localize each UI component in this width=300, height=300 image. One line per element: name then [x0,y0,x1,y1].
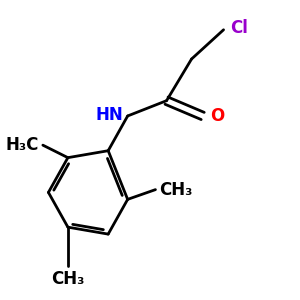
Text: H₃C: H₃C [5,136,39,154]
Text: CH₃: CH₃ [51,270,85,288]
Text: HN: HN [96,106,124,124]
Text: O: O [210,107,224,125]
Text: Cl: Cl [230,20,248,38]
Text: CH₃: CH₃ [160,181,193,199]
